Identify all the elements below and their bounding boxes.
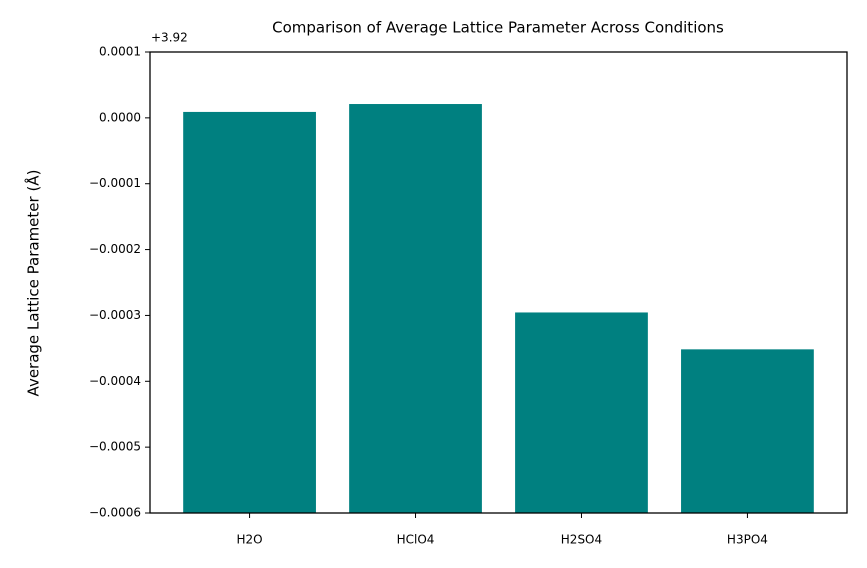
- y-tick-label: −0.0005: [89, 440, 141, 454]
- x-tick-label: H3PO4: [727, 533, 768, 547]
- x-tick-label: H2SO4: [561, 533, 602, 547]
- y-tick-label: −0.0006: [89, 506, 141, 520]
- offset-text: +3.92: [151, 31, 188, 45]
- y-tick-label: 0.0000: [99, 110, 141, 124]
- y-tick-label: −0.0002: [89, 242, 141, 256]
- bar: [681, 349, 814, 513]
- y-tick-label: 0.0001: [99, 45, 141, 59]
- y-tick-label: −0.0003: [89, 308, 141, 322]
- bar: [183, 111, 316, 514]
- bar: [349, 104, 482, 513]
- bar: [515, 312, 648, 513]
- plot-frame: [149, 51, 848, 514]
- x-tick-label: H2O: [237, 533, 263, 547]
- y-tick-label: −0.0004: [89, 374, 141, 388]
- x-tick-label: HClO4: [397, 533, 435, 547]
- y-tick-label: −0.0001: [89, 176, 141, 190]
- chart-title: Comparison of Average Lattice Parameter …: [272, 19, 724, 37]
- y-axis-label: Average Lattice Parameter (Å): [24, 170, 43, 397]
